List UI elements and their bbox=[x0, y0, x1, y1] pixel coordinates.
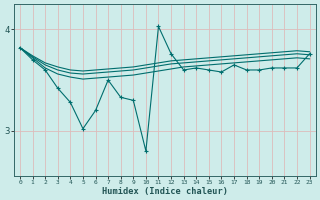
X-axis label: Humidex (Indice chaleur): Humidex (Indice chaleur) bbox=[102, 187, 228, 196]
